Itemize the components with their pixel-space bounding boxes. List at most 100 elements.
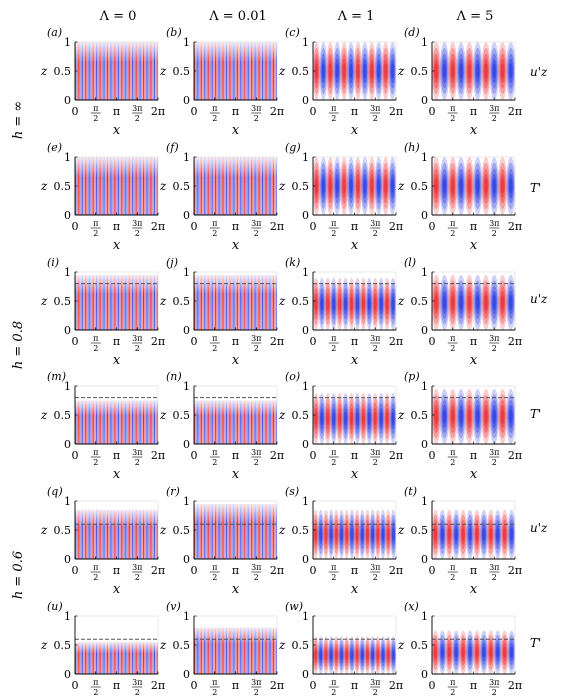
- panel-q-cell: [145, 509, 147, 559]
- panel-k-field: [313, 272, 396, 330]
- panel-l-cell: [492, 295, 496, 310]
- panel-k-cell: [344, 297, 347, 311]
- panel-e-cell: [133, 157, 135, 215]
- panel-w-cell: [345, 647, 349, 664]
- panel-w-cell: [329, 650, 333, 661]
- panel-a-cell: [104, 42, 106, 100]
- svg-text:2: 2: [373, 229, 378, 238]
- panel-f-cell: [235, 157, 237, 215]
- panel-k-cell: [337, 292, 342, 315]
- panel-c-field: [313, 42, 396, 100]
- panel-h-cell: [457, 162, 465, 210]
- panel-o-cell: [337, 407, 342, 430]
- panel-a-cell: [90, 42, 92, 100]
- panel-c-cell: [348, 58, 354, 84]
- panel-s-xtick: 0: [310, 564, 317, 577]
- svg-text:2: 2: [331, 688, 336, 697]
- panel-n-cell: [244, 400, 245, 444]
- panel-m-ytick: 0: [64, 438, 71, 451]
- panel-m-xtick: π2: [90, 448, 101, 467]
- panel-f-cell: [217, 157, 219, 215]
- panel-o-xtick: π: [351, 449, 358, 462]
- panel-q-cell: [119, 509, 121, 559]
- panel-n-cell: [203, 400, 205, 444]
- panel-b-cell: [219, 42, 221, 100]
- panel-i-cell: [107, 274, 108, 330]
- panel-x-cell: [493, 630, 502, 674]
- panel-d-cell: [442, 58, 447, 84]
- panel-e-cell: [112, 157, 114, 215]
- panel-x-cell: [495, 639, 501, 666]
- panel-a-cell: [144, 42, 146, 100]
- panel-i-cell: [112, 274, 114, 330]
- panel-q-cell: [115, 509, 117, 559]
- panel-a-cell: [113, 42, 115, 100]
- panel-n-cell: [264, 400, 266, 444]
- panel-s-cell: [360, 519, 365, 550]
- panel-n-cell: [237, 400, 239, 444]
- panel-d-cell: [500, 58, 505, 84]
- panel-v-cell: [205, 627, 207, 674]
- panel-o-field: [313, 386, 396, 444]
- svg-text:π: π: [331, 448, 336, 457]
- panel-n-cell: [238, 400, 240, 444]
- panel-p-cell: [507, 399, 514, 433]
- panel-j-cell: [223, 274, 225, 330]
- panel-t-label: (t): [404, 485, 417, 498]
- panel-f-cell: [223, 157, 225, 215]
- panel-t-cell: [509, 523, 514, 545]
- panel-b-cell: [271, 42, 273, 100]
- panel-e-cell: [111, 157, 113, 215]
- panel-v-cell: [253, 627, 255, 674]
- panel-m-cell: [91, 400, 93, 444]
- panel-v-cell: [234, 627, 236, 674]
- field-label-uz-2: u'z: [530, 292, 548, 306]
- panel-r-cell: [212, 503, 214, 559]
- panel-i-cell: [149, 274, 151, 330]
- panel-h-cell: [433, 173, 439, 199]
- panel-d-xtick: π2: [447, 104, 458, 123]
- panel-l-cell: [459, 295, 463, 310]
- panel-f-cell: [230, 157, 232, 215]
- panel-x-cell: [481, 643, 486, 662]
- svg-text:π: π: [93, 448, 98, 457]
- panel-v-cell: [216, 627, 218, 674]
- panel-a-cell: [143, 42, 144, 100]
- panel-j-cell: [249, 274, 251, 330]
- panel-s-cell: [355, 523, 359, 545]
- panel-u-xtick: 2π: [151, 679, 165, 692]
- panel-k-ytick: 1: [302, 266, 309, 279]
- panel-u-cell: [107, 642, 108, 674]
- panel-r-cell: [239, 503, 241, 559]
- panel-g-cell: [383, 173, 388, 199]
- panel-n-cell: [248, 400, 250, 444]
- panel-j-cell: [198, 274, 200, 330]
- panel-p-ytick: 1: [421, 380, 428, 393]
- panel-o-cell: [347, 392, 356, 444]
- panel-k-cell: [336, 277, 344, 330]
- panel-x-cell: [501, 639, 508, 666]
- panel-o-cell: [325, 407, 330, 430]
- panel-l-cell: [465, 280, 474, 325]
- panel-c-cell: [382, 47, 389, 95]
- panel-o-cell: [325, 403, 331, 434]
- panel-t-xtick: 3π2: [489, 563, 499, 582]
- panel-w-cell: [355, 650, 359, 661]
- panel-a-cell: [147, 42, 149, 100]
- panel-k-cell: [324, 277, 332, 330]
- panel-n-cell: [249, 400, 251, 444]
- panel-i-cell: [98, 274, 100, 330]
- panel-d-ylabel: z: [397, 64, 405, 78]
- panel-i-ytick: 0.5: [54, 295, 72, 308]
- panel-o-cell: [331, 407, 336, 430]
- panel-t-cell: [468, 527, 472, 541]
- panel-g-cell: [367, 157, 376, 215]
- panel-e-cell: [115, 157, 117, 215]
- panel-h-cell: [450, 173, 456, 199]
- panel-w-cell: [381, 650, 385, 661]
- panel-s-cell: [324, 527, 328, 541]
- panel-o-ytick: 0: [302, 438, 309, 451]
- panel-i-cell: [147, 274, 149, 330]
- panel-k-cell: [383, 277, 391, 330]
